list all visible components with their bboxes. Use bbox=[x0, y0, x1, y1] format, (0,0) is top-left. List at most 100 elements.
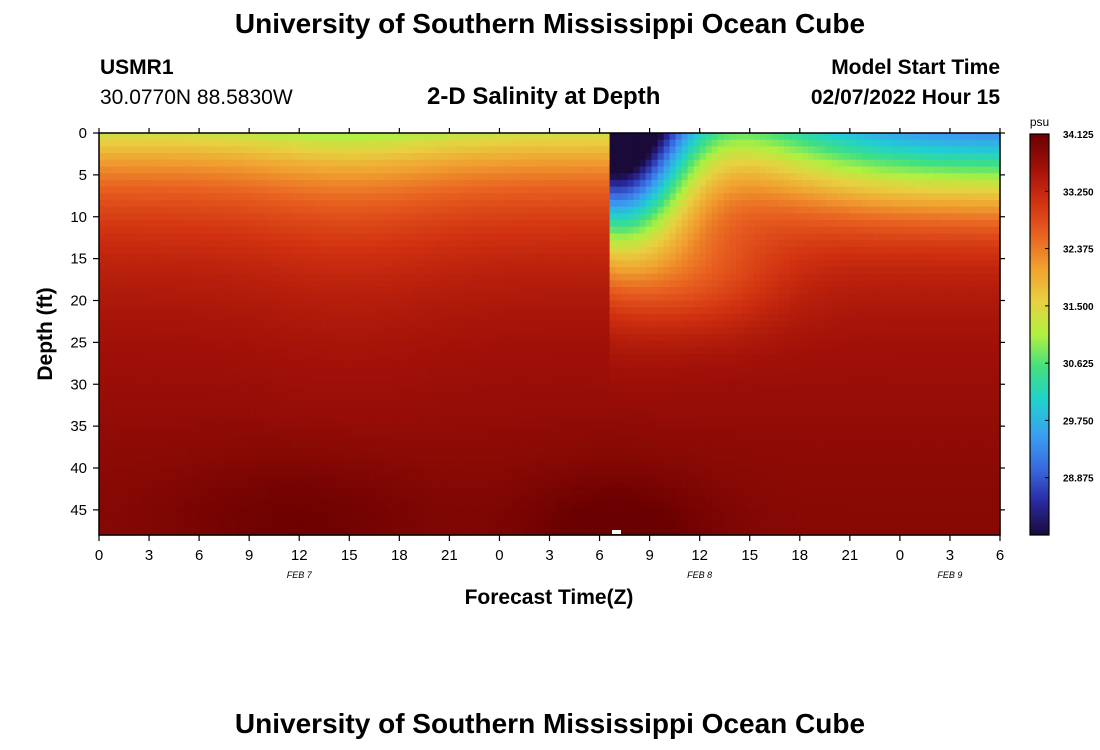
heatmap-cell bbox=[825, 334, 833, 342]
heatmap-cell bbox=[519, 133, 527, 141]
heatmap-cell bbox=[537, 300, 545, 308]
heatmap-cell bbox=[147, 354, 154, 362]
heatmap-cell bbox=[555, 226, 563, 235]
heatmap-cell bbox=[117, 159, 124, 168]
heatmap-cell bbox=[303, 327, 310, 335]
heatmap-cell bbox=[699, 334, 707, 342]
heatmap-cell bbox=[477, 307, 485, 315]
heatmap-cell bbox=[891, 186, 899, 194]
heatmap-cell bbox=[159, 327, 166, 335]
heatmap-cell bbox=[891, 153, 899, 161]
heatmap-cell bbox=[927, 233, 935, 241]
heatmap-cell bbox=[411, 293, 418, 302]
heatmap-cell bbox=[897, 340, 905, 348]
heatmap-cell bbox=[933, 159, 941, 168]
heatmap-cell bbox=[387, 193, 394, 201]
heatmap-cell bbox=[993, 280, 1001, 288]
heatmap-cell bbox=[183, 153, 190, 161]
heatmap-cell bbox=[711, 146, 719, 154]
heatmap-cell bbox=[747, 226, 755, 235]
heatmap-cell bbox=[579, 146, 587, 154]
heatmap-cell bbox=[363, 320, 370, 328]
heatmap-cell bbox=[453, 146, 460, 154]
heatmap-cell bbox=[471, 313, 479, 322]
heatmap-cell bbox=[381, 159, 388, 168]
heatmap-cell bbox=[159, 267, 166, 275]
heatmap-cell bbox=[501, 166, 509, 174]
heatmap-cell bbox=[255, 166, 262, 174]
heatmap-cell bbox=[669, 307, 677, 315]
heatmap-cell bbox=[303, 226, 310, 235]
heatmap-cell bbox=[837, 287, 845, 295]
heatmap-cell bbox=[435, 280, 442, 288]
heatmap-cell bbox=[321, 280, 328, 288]
heatmap-cell bbox=[567, 166, 575, 174]
heatmap-cell bbox=[873, 153, 881, 161]
heatmap-cell bbox=[489, 220, 497, 228]
heatmap-cell bbox=[741, 159, 749, 168]
heatmap-cell bbox=[165, 133, 172, 141]
heatmap-cell bbox=[579, 213, 587, 221]
heatmap-cell bbox=[147, 273, 154, 281]
heatmap-cell bbox=[417, 240, 424, 248]
heatmap-cell bbox=[663, 213, 671, 221]
heatmap-cell bbox=[111, 159, 118, 168]
heatmap-cell bbox=[243, 220, 250, 228]
heatmap-cell bbox=[261, 139, 268, 147]
heatmap-cell bbox=[369, 193, 376, 201]
heatmap-cell bbox=[123, 240, 130, 248]
heatmap-cell bbox=[975, 334, 983, 342]
heatmap-cell bbox=[261, 173, 268, 181]
heatmap-cell bbox=[237, 139, 244, 147]
heatmap-cell bbox=[459, 300, 467, 308]
heatmap-cell bbox=[327, 267, 334, 275]
heatmap-cell bbox=[993, 133, 1001, 141]
heatmap-cell bbox=[867, 334, 875, 342]
heatmap-cell bbox=[681, 153, 689, 161]
heatmap-cell bbox=[597, 300, 605, 308]
heatmap-cell bbox=[183, 193, 190, 201]
heatmap-cell bbox=[435, 166, 442, 174]
heatmap-cell bbox=[147, 213, 154, 221]
heatmap-cell bbox=[615, 273, 623, 281]
heatmap-cell bbox=[477, 139, 485, 147]
heatmap-cell bbox=[525, 253, 533, 261]
heatmap-cell bbox=[543, 159, 551, 168]
heatmap-cell bbox=[633, 146, 641, 154]
heatmap-cell bbox=[675, 287, 683, 295]
heatmap-cell bbox=[363, 260, 370, 268]
heatmap-cell bbox=[771, 220, 779, 228]
heatmap-cell bbox=[969, 240, 977, 248]
heatmap-cell bbox=[681, 273, 689, 281]
heatmap-cell bbox=[897, 334, 905, 342]
heatmap-cell bbox=[159, 253, 166, 261]
heatmap-cell bbox=[861, 173, 869, 181]
heatmap-cell bbox=[897, 133, 905, 141]
heatmap-cell bbox=[567, 193, 575, 201]
model-start-label: Model Start Time bbox=[831, 56, 1000, 79]
heatmap-cell bbox=[105, 260, 112, 268]
heatmap-cell bbox=[963, 186, 971, 194]
heatmap-cell bbox=[297, 267, 304, 275]
heatmap-cell bbox=[693, 179, 701, 188]
heatmap-cell bbox=[903, 226, 911, 235]
heatmap-cell bbox=[165, 347, 172, 355]
heatmap-cell bbox=[969, 213, 977, 221]
heatmap-cell bbox=[783, 146, 791, 154]
heatmap-cell bbox=[633, 287, 641, 295]
heatmap-cell bbox=[801, 287, 809, 295]
heatmap-cell bbox=[657, 193, 665, 201]
heatmap-cell bbox=[153, 307, 160, 315]
heatmap-cell bbox=[813, 146, 821, 154]
heatmap-cell bbox=[381, 300, 388, 308]
heatmap-cell bbox=[189, 293, 196, 302]
heatmap-cell bbox=[777, 320, 785, 328]
heatmap-cell bbox=[273, 179, 280, 188]
heatmap-cell bbox=[831, 153, 839, 161]
heatmap-cell bbox=[315, 173, 322, 181]
heatmap-cell bbox=[513, 200, 521, 208]
heatmap-cell bbox=[789, 193, 797, 201]
heatmap-cell bbox=[411, 260, 418, 268]
heatmap-cell bbox=[363, 226, 370, 235]
heatmap-cell bbox=[981, 173, 989, 181]
